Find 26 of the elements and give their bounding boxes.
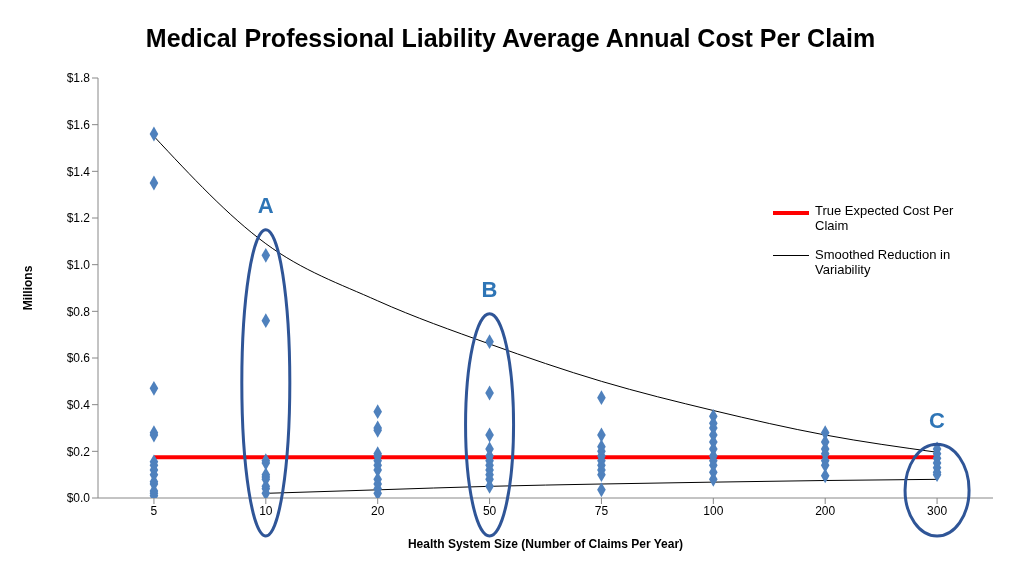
y-axis-title: Millions: [21, 265, 36, 311]
y-tick-label: $1.8: [66, 71, 91, 86]
legend-label: True Expected Cost Per Claim: [815, 203, 955, 233]
y-tick-label: $0.6: [66, 351, 91, 366]
chart-title: Medical Professional Liability Average Annual Cost Per Claim: [144, 23, 877, 54]
y-tick-label: $1.2: [66, 211, 91, 226]
y-tick-label: $1.0: [66, 257, 91, 272]
x-tick-label: 75: [594, 503, 609, 518]
y-tick-label: $0.0: [66, 491, 91, 506]
x-tick-label: 300: [927, 503, 948, 518]
y-tick-label: $1.4: [66, 164, 91, 179]
x-tick-label: 200: [815, 503, 836, 518]
x-tick-label: 20: [371, 503, 385, 518]
legend-label: Smoothed Reduction in Variability: [815, 247, 952, 277]
annotation: A: [257, 193, 274, 219]
x-tick-label: 5: [150, 503, 158, 518]
y-tick-label: $0.4: [66, 397, 91, 412]
y-tick-label: $1.6: [66, 117, 91, 132]
y-tick-label: $0.2: [66, 444, 91, 459]
annotation: B: [481, 277, 498, 303]
x-axis-title: Health System Size (Number of Claims Per Year): [407, 537, 684, 551]
x-tick-label: 10: [259, 503, 273, 518]
annotation: C: [929, 408, 946, 433]
x-tick-label: 50: [482, 503, 497, 518]
y-tick-label: $0.8: [66, 304, 91, 319]
x-tick-label: 100: [703, 503, 724, 518]
